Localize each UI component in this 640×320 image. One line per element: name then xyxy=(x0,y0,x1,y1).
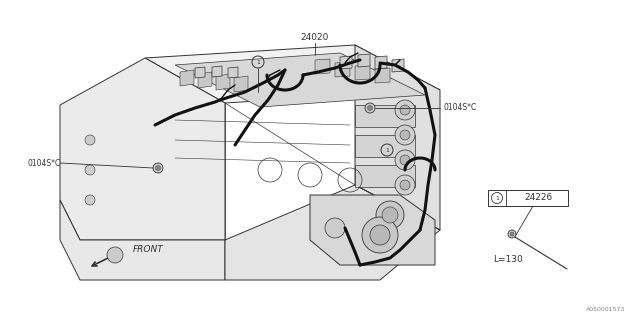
Polygon shape xyxy=(198,72,212,88)
Polygon shape xyxy=(175,53,425,107)
Circle shape xyxy=(365,103,375,113)
Circle shape xyxy=(325,218,345,238)
Circle shape xyxy=(85,135,95,145)
Circle shape xyxy=(400,130,410,140)
Polygon shape xyxy=(355,105,415,127)
Polygon shape xyxy=(310,195,435,265)
Circle shape xyxy=(400,180,410,190)
Polygon shape xyxy=(234,76,248,92)
Polygon shape xyxy=(180,70,194,86)
Polygon shape xyxy=(60,200,225,280)
Polygon shape xyxy=(355,45,440,230)
Polygon shape xyxy=(60,58,225,240)
Text: FRONT: FRONT xyxy=(133,245,164,254)
Polygon shape xyxy=(392,59,404,72)
Polygon shape xyxy=(355,135,415,157)
Circle shape xyxy=(395,125,415,145)
Polygon shape xyxy=(145,45,440,103)
Polygon shape xyxy=(340,56,352,69)
Polygon shape xyxy=(335,62,350,77)
Circle shape xyxy=(400,155,410,165)
Circle shape xyxy=(400,105,410,115)
Text: 0104S*C: 0104S*C xyxy=(28,158,61,167)
Polygon shape xyxy=(375,68,390,83)
Circle shape xyxy=(362,217,398,253)
Polygon shape xyxy=(228,67,238,78)
Polygon shape xyxy=(358,54,370,67)
Text: 24020: 24020 xyxy=(301,34,329,43)
Polygon shape xyxy=(212,66,222,77)
Polygon shape xyxy=(355,165,415,187)
Circle shape xyxy=(395,100,415,120)
Text: 0104S*C: 0104S*C xyxy=(443,103,476,113)
Circle shape xyxy=(395,175,415,195)
Circle shape xyxy=(508,230,516,238)
Circle shape xyxy=(85,195,95,205)
Circle shape xyxy=(376,201,404,229)
Text: 1: 1 xyxy=(256,60,260,65)
Polygon shape xyxy=(375,56,387,69)
Text: 1: 1 xyxy=(495,196,499,201)
Polygon shape xyxy=(315,59,330,74)
Circle shape xyxy=(153,163,163,173)
Text: A050001573: A050001573 xyxy=(586,307,625,312)
Text: 24226: 24226 xyxy=(524,194,552,203)
Circle shape xyxy=(85,165,95,175)
Circle shape xyxy=(367,106,372,110)
Polygon shape xyxy=(355,65,370,80)
Polygon shape xyxy=(216,74,230,90)
Circle shape xyxy=(510,232,514,236)
Polygon shape xyxy=(225,185,440,280)
Text: 1: 1 xyxy=(385,148,389,153)
Circle shape xyxy=(382,207,398,223)
Polygon shape xyxy=(195,67,205,78)
Bar xyxy=(488,190,568,206)
Circle shape xyxy=(107,247,123,263)
Circle shape xyxy=(156,165,161,171)
Circle shape xyxy=(370,225,390,245)
Circle shape xyxy=(395,150,415,170)
Text: L=130: L=130 xyxy=(493,255,523,265)
